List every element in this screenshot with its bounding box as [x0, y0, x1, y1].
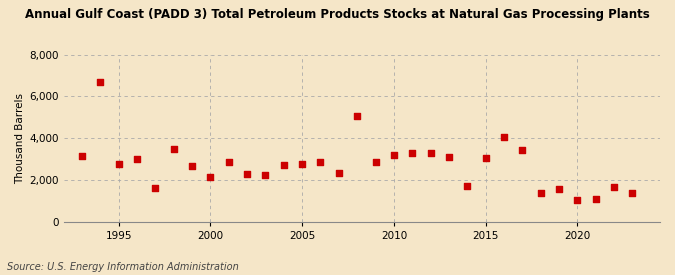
Text: Annual Gulf Coast (PADD 3) Total Petroleum Products Stocks at Natural Gas Proces: Annual Gulf Coast (PADD 3) Total Petrole… [25, 8, 650, 21]
Point [480, 156, 491, 160]
Point [370, 160, 381, 164]
Point [517, 147, 528, 152]
Text: Source: U.S. Energy Information Administration: Source: U.S. Energy Information Administ… [7, 262, 238, 272]
Point [242, 172, 252, 176]
Point [297, 162, 308, 167]
Point [443, 155, 454, 159]
Point [352, 114, 362, 119]
Point [150, 186, 161, 191]
Point [572, 198, 583, 202]
Point [95, 80, 105, 84]
Point [591, 197, 601, 201]
Point [315, 160, 326, 164]
Point [260, 172, 271, 177]
Point [333, 170, 344, 175]
Point [609, 185, 620, 189]
Point [425, 151, 436, 155]
Point [76, 154, 87, 158]
Point [278, 163, 289, 167]
Point [186, 164, 197, 169]
Point [462, 184, 472, 188]
Point [113, 162, 124, 167]
Point [499, 135, 510, 139]
Point [535, 190, 546, 195]
Point [407, 151, 418, 155]
Point [389, 153, 400, 157]
Point [168, 147, 179, 151]
Point [223, 160, 234, 164]
Point [205, 175, 216, 179]
Point [132, 157, 142, 161]
Y-axis label: Thousand Barrels: Thousand Barrels [15, 93, 25, 184]
Point [554, 187, 564, 192]
Point [627, 191, 638, 195]
